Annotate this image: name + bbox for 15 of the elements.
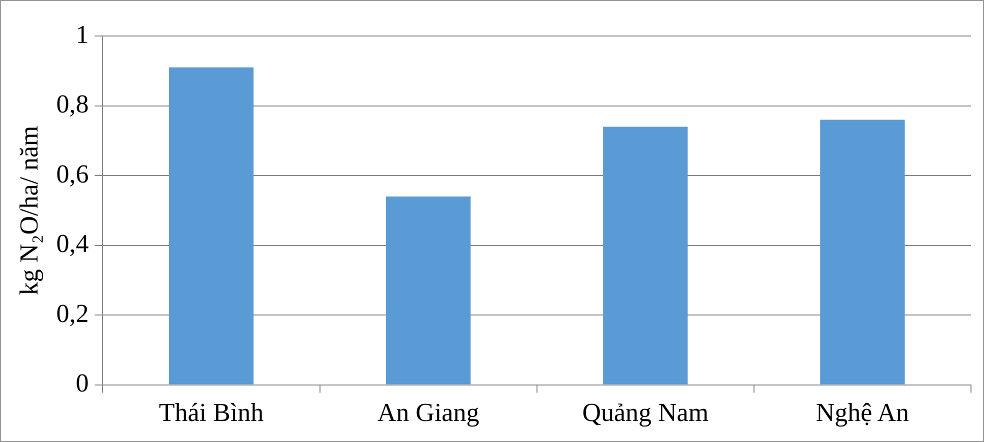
y-tick-label: 0,8 [56, 90, 89, 119]
bar [168, 67, 254, 384]
y-tick-label: 1 [76, 20, 89, 49]
x-tick-label: Nghệ An [816, 398, 910, 428]
x-tick-label: Quảng Nam [582, 398, 709, 428]
bar [386, 196, 471, 384]
bar [820, 120, 905, 384]
y-tick-label: 0,2 [56, 298, 89, 328]
y-tick-label: 0,4 [56, 229, 89, 258]
y-tick-label: 0 [76, 368, 89, 398]
y-tick-label: 0,6 [56, 159, 89, 188]
y-axis-title: kg N₂O/ha/ năm [14, 126, 44, 296]
x-tick-label: Thái Bình [158, 398, 264, 428]
x-tick-label: An Giang [377, 398, 480, 428]
bar [603, 126, 688, 384]
